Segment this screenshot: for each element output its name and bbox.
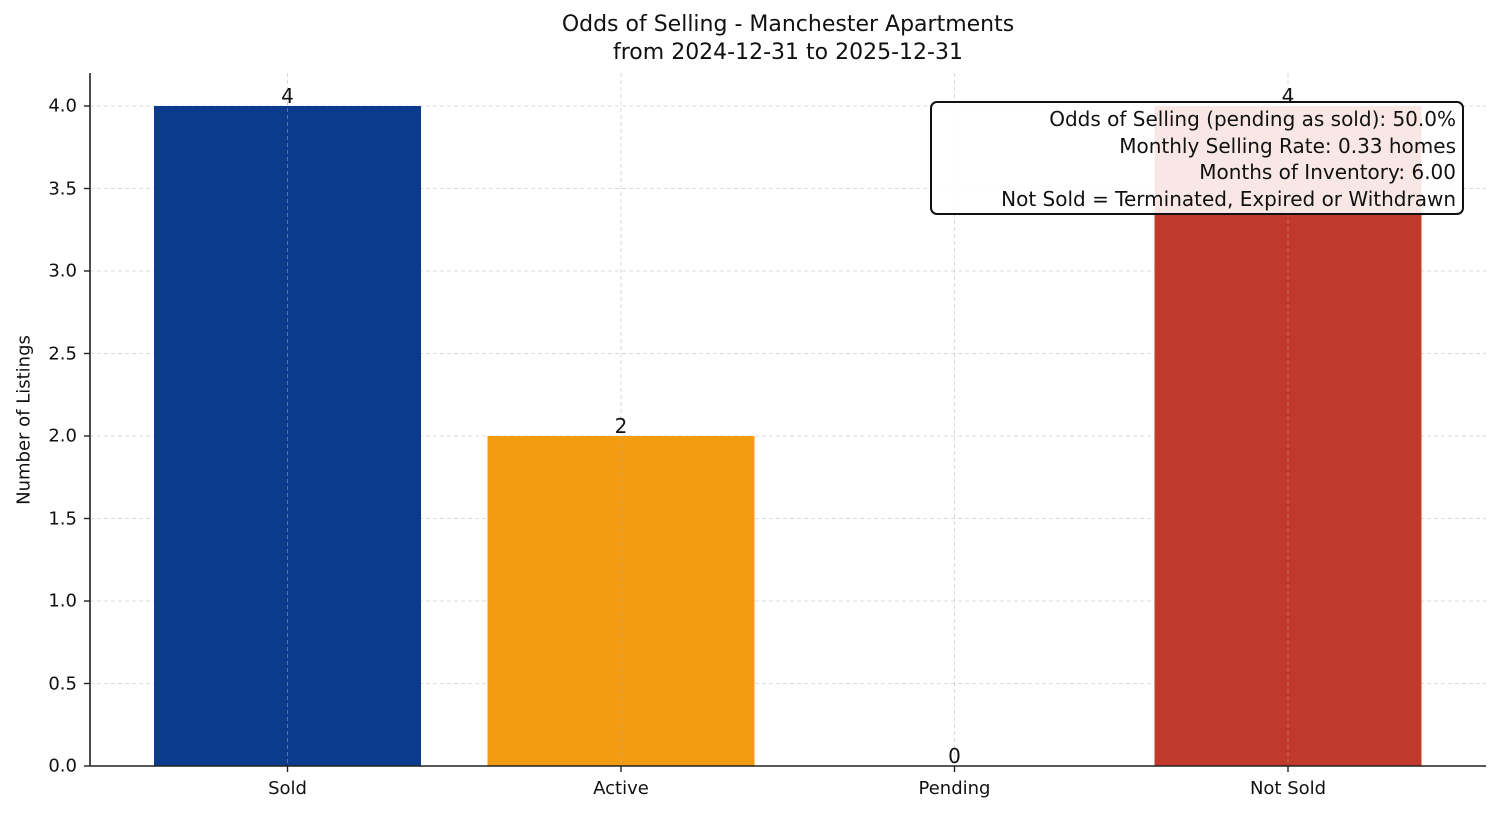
bars xyxy=(154,73,1422,766)
y-tick-label: 1.5 xyxy=(48,508,77,529)
odds-of-selling-text: Odds of Selling (pending as sold): 50.0% xyxy=(1049,107,1456,131)
monthly-selling-rate-text: Monthly Selling Rate: 0.33 homes xyxy=(1119,133,1456,158)
x-tick-label: Pending xyxy=(918,778,991,799)
y-tick-label: 3.0 xyxy=(48,260,77,282)
months-of-inventory-text: Months of Inventory: 6.00 xyxy=(1199,160,1456,184)
y-tick-label: 2.0 xyxy=(48,425,77,447)
not-sold-definition-text: Not Sold = Terminated, Expired or Withdr… xyxy=(1001,186,1456,211)
y-tick-label: 1.0 xyxy=(48,590,77,612)
y-tick-label: 0.5 xyxy=(48,673,77,694)
y-tick-label: 4.0 xyxy=(48,95,77,117)
y-tick-label: 2.5 xyxy=(48,343,77,364)
bar-value-label: 0 xyxy=(948,744,961,768)
chart-title: Odds of Selling - Manchester Apartments xyxy=(561,12,1015,37)
chart-subtitle: from 2024-12-31 to 2025-12-31 xyxy=(613,40,963,65)
y-tick-label: 3.5 xyxy=(48,178,77,199)
x-tick-label: Sold xyxy=(268,778,307,799)
x-tick-label: Active xyxy=(593,778,649,799)
bar-sold xyxy=(154,106,421,766)
bar-value-label: 2 xyxy=(614,414,628,438)
y-tick-label: 0.0 xyxy=(48,755,77,777)
bar-value-label: 4 xyxy=(281,84,294,108)
axes xyxy=(84,73,1486,772)
x-tick-label: Not Sold xyxy=(1249,778,1327,799)
stats-annotation-box: Odds of Selling (pending as sold): 50.0%… xyxy=(930,101,1464,215)
y-axis-label: Number of Listings xyxy=(13,335,35,505)
